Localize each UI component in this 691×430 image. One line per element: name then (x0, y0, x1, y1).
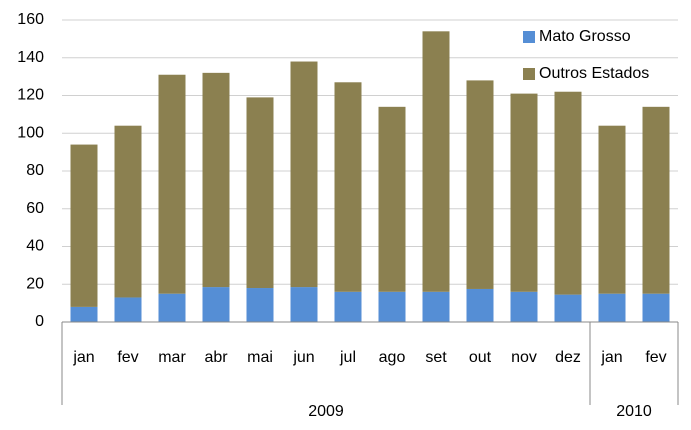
legend-label: Outros Estados (539, 65, 649, 82)
x-tick-label: jun (292, 349, 314, 366)
bar-segment (70, 306, 98, 322)
bar-segment (378, 106, 406, 292)
x-tick-label: jul (339, 349, 356, 366)
y-tick-label: 20 (26, 275, 44, 292)
bar-segment (554, 91, 582, 295)
bar-segment (466, 288, 494, 322)
y-tick-label: 60 (26, 200, 44, 217)
legend-swatch (523, 68, 535, 80)
bar-segment (114, 297, 142, 322)
bar-segment (334, 82, 362, 292)
bar-segment (202, 287, 230, 322)
bar-segment (246, 288, 274, 322)
x-tick-label: fev (117, 349, 138, 366)
x-tick-label: jan (600, 349, 622, 366)
bar-segment (158, 293, 186, 322)
bar-segment (422, 291, 450, 322)
bar-segment (466, 80, 494, 289)
x-tick-label: out (469, 349, 492, 366)
bar-segment (334, 291, 362, 322)
bar-segment (158, 74, 186, 294)
legend-label: Mato Grosso (539, 28, 631, 45)
bar-segment (202, 72, 230, 288)
y-tick-label: 140 (17, 49, 44, 66)
x-tick-label: nov (511, 349, 537, 366)
bar-segment (554, 294, 582, 322)
bar-segment (642, 106, 670, 294)
y-tick-label: 120 (17, 87, 44, 104)
bar-segment (642, 293, 670, 322)
bar-segment (598, 293, 626, 322)
bar-segment (510, 93, 538, 292)
x-tick-label: ago (379, 349, 406, 366)
bar-segment (70, 144, 98, 307)
group-label: 2010 (616, 403, 652, 420)
bar-segment (378, 291, 406, 322)
bar-segment (290, 61, 318, 288)
bar-segment (290, 287, 318, 322)
bar-segment (114, 125, 142, 298)
x-tick-label: fev (645, 349, 666, 366)
y-tick-label: 100 (17, 124, 44, 141)
group-label: 2009 (308, 403, 344, 420)
bar-segment (422, 31, 450, 292)
y-tick-label: 40 (26, 238, 44, 255)
x-tick-label: jan (72, 349, 94, 366)
y-tick-label: 160 (17, 11, 44, 28)
x-tick-label: dez (555, 349, 581, 366)
x-tick-label: mai (247, 349, 273, 366)
y-tick-label: 80 (26, 162, 44, 179)
bar-segment (246, 97, 274, 289)
bar-segment (598, 125, 626, 294)
x-tick-label: abr (204, 349, 228, 366)
legend-swatch (523, 31, 535, 43)
x-tick-label: set (425, 349, 447, 366)
bar-segment (510, 291, 538, 322)
y-tick-label: 0 (35, 313, 44, 330)
x-tick-label: mar (158, 349, 186, 366)
